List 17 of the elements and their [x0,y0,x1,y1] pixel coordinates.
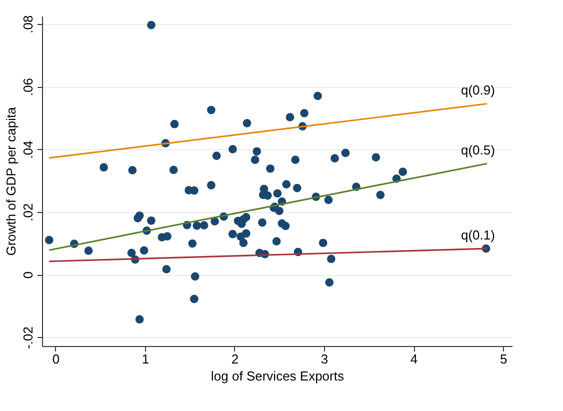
y-tick-label: -.02 [20,326,36,349]
x-tick-label: 5 [500,352,508,366]
series-label: q(0.5) [460,142,495,158]
x-tick-label: 0 [52,352,60,366]
x-tick-label: 3 [320,352,328,366]
y-tick-label: 0 [20,271,36,279]
x-tick-label: 2 [231,352,239,366]
x-tick-label: 4 [410,352,418,366]
series-label: q(0.9) [460,82,495,98]
x-axis-title: log of Services Exports [211,368,344,384]
x-tick-label: 1 [142,352,150,366]
y-tick-label: .08 [20,15,36,34]
y-tick-label: .04 [20,140,36,159]
y-tick-label: .06 [20,78,36,96]
y-axis-title: Growth of GDP per capita [4,106,18,256]
y-tick-label: .02 [20,203,36,222]
series-label: q(0.1) [460,228,495,243]
